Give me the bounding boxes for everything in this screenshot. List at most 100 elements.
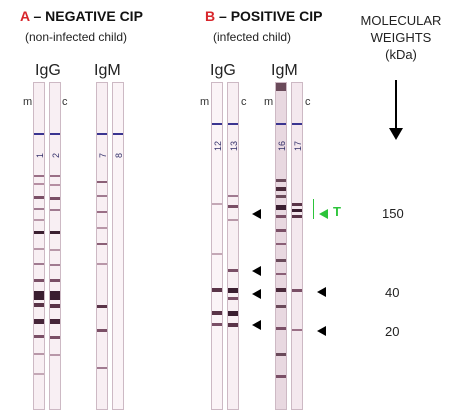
panel-a-igg-m-label: m (23, 96, 33, 108)
control-line (228, 123, 238, 125)
band (276, 375, 286, 378)
panel-a-igg-label: IgG (35, 62, 61, 79)
band (50, 175, 60, 177)
band (97, 211, 107, 213)
strip-number: 12 (213, 141, 223, 152)
band (34, 183, 44, 185)
strip-number: 13 (229, 141, 239, 152)
band (276, 83, 286, 91)
panel-b-letter: B (205, 8, 216, 24)
strip-13: 13 (227, 82, 239, 410)
strip-12: 12 (211, 82, 223, 410)
band (50, 231, 60, 234)
band (276, 195, 286, 198)
band (276, 259, 286, 262)
band (228, 311, 238, 316)
band (228, 297, 238, 300)
band (292, 215, 302, 218)
band (228, 288, 238, 293)
band (34, 248, 44, 250)
band (228, 195, 238, 197)
panel-b-igm-m-label: m (264, 96, 274, 108)
band (276, 179, 286, 182)
band (50, 319, 60, 324)
strip-number: 1 (35, 153, 45, 159)
arrowhead-icon (252, 209, 261, 219)
mw-header-line2: WEIGHTS (370, 30, 432, 45)
panel-a-subtitle: (non-infected child) (25, 30, 128, 44)
band (276, 229, 286, 232)
band (97, 367, 107, 369)
mw-20: 20 (385, 324, 400, 339)
band (292, 329, 302, 331)
band (50, 184, 60, 186)
panel-b-title: B – POSITIVE CIP (205, 8, 323, 24)
band (276, 327, 286, 330)
band (50, 249, 60, 251)
band (276, 215, 286, 218)
band (228, 219, 238, 221)
strip-17: 17 (291, 82, 303, 410)
band (276, 243, 286, 245)
band (34, 175, 44, 177)
green-bracket-line (313, 199, 314, 219)
strip-number: 17 (293, 141, 303, 152)
band (97, 263, 107, 265)
panel-b-subtitle: (infected child) (213, 30, 292, 44)
band (276, 205, 286, 210)
band (97, 243, 107, 245)
strip-number: 2 (51, 153, 61, 159)
down-arrow-icon (389, 80, 403, 140)
band (292, 209, 302, 212)
band (97, 181, 107, 183)
panel-a-title-text: – NEGATIVE CIP (29, 8, 143, 24)
band (292, 289, 302, 292)
band (276, 288, 286, 292)
band (34, 263, 44, 265)
panel-b-igm-label: IgM (271, 62, 298, 79)
band (276, 187, 286, 191)
panel-b-igg-c-label: c (241, 96, 247, 108)
control-line (292, 123, 302, 125)
band (50, 291, 60, 300)
control-line (50, 133, 60, 135)
band (50, 197, 60, 200)
band (50, 209, 60, 211)
band (34, 303, 44, 307)
band (228, 269, 238, 272)
band (212, 288, 222, 292)
band (34, 353, 44, 355)
strip-number: 16 (277, 141, 287, 152)
molecular-weights-header: MOLECULAR WEIGHTS (kDa) (346, 12, 456, 63)
panel-b-igg-m-label: m (200, 96, 210, 108)
band (228, 205, 238, 208)
band (34, 319, 44, 324)
panel-a-title: A – NEGATIVE CIP (20, 8, 143, 24)
band (292, 203, 302, 206)
t-label: T (333, 204, 341, 219)
arrowhead-icon (317, 287, 326, 297)
mw-header-line1: MOLECULAR (360, 13, 442, 28)
band (34, 291, 44, 300)
band (34, 219, 44, 221)
band (212, 311, 222, 315)
band (34, 208, 44, 210)
band (34, 231, 44, 234)
strip-7: 7 (96, 82, 108, 410)
panel-a-igm-label: IgM (94, 62, 121, 79)
band (50, 304, 60, 308)
strip-number: 8 (114, 153, 124, 159)
mw-150: 150 (382, 206, 404, 221)
control-line (97, 133, 107, 135)
control-line (34, 133, 44, 135)
strip-1: 1 (33, 82, 45, 410)
band (50, 336, 60, 339)
panel-a-letter: A (20, 8, 30, 24)
band (34, 196, 44, 199)
band (50, 354, 60, 356)
band (34, 335, 44, 338)
band (276, 305, 286, 308)
arrowhead-icon (317, 326, 326, 336)
mw-header-line3: (kDa) (385, 47, 417, 62)
panel-b-igm-c-label: c (305, 96, 311, 108)
